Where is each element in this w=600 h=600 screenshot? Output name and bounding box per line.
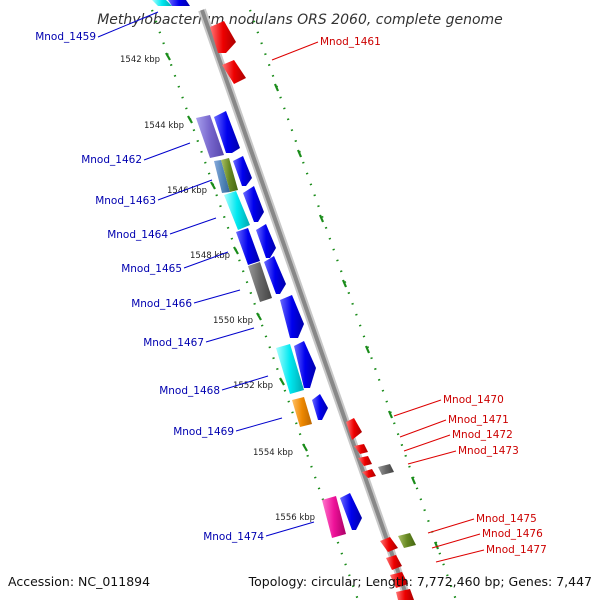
gene-feature: [214, 111, 240, 153]
gene-feature: [256, 224, 276, 258]
gene-mnod-1464-region[interactable]: [224, 186, 264, 230]
gene-label-mnod-1462[interactable]: Mnod_1462: [81, 154, 142, 166]
gene-feature: [378, 464, 394, 475]
gene-label-mnod-1472[interactable]: Mnod_1472: [452, 429, 513, 441]
gene-feature: [280, 295, 304, 338]
gene-mnod-1461-region[interactable]: [210, 21, 246, 84]
genome-backbone-core: [200, 9, 410, 600]
gene-label-mnod-1471[interactable]: Mnod_1471: [448, 414, 509, 426]
gene-mnod-1465-region[interactable]: [236, 224, 276, 265]
gene-feature[interactable]: [168, 0, 190, 6]
gene-mnod-1463-region[interactable]: [214, 156, 252, 193]
gene-feature: [358, 456, 372, 466]
gene-label-mnod-1459[interactable]: Mnod_1459: [35, 31, 96, 43]
major-ticks-left: [165, 52, 331, 517]
gene-label-mnod-1473[interactable]: Mnod_1473: [458, 445, 519, 457]
gene-feature: [276, 344, 304, 394]
kbp-label: 1556 kbp: [275, 513, 315, 523]
gene-label-mnod-1463[interactable]: Mnod_1463: [95, 195, 156, 207]
map-title: Methylobacterium nodulans ORS 2060, comp…: [97, 12, 503, 28]
kbp-label: 1548 kbp: [190, 251, 230, 261]
gene-label-mnod-1474[interactable]: Mnod_1474: [203, 531, 264, 543]
gene-feature: [380, 537, 398, 552]
gene-feature: [221, 158, 238, 192]
gene-feature: [312, 394, 328, 420]
gene-feature: [236, 228, 260, 265]
kbp-label: 1552 kbp: [233, 381, 273, 391]
gene-feature: [294, 341, 316, 388]
label-lines-left: [97, 11, 315, 537]
gene-label-mnod-1467[interactable]: Mnod_1467: [143, 337, 204, 349]
gene-mnod-1466-region[interactable]: [248, 256, 286, 302]
gene-feature: [398, 533, 416, 548]
accession-text: Accession: NC_011894: [8, 574, 150, 589]
gene-feature: [362, 469, 376, 478]
gene-label-mnod-1464[interactable]: Mnod_1464: [107, 229, 168, 241]
gene-feature: [396, 589, 414, 600]
gene-mnod-1467-region[interactable]: [280, 295, 304, 338]
gene-feature: [322, 496, 346, 538]
topology-text: Topology: circular; Length: 7,772,460 bp…: [248, 574, 592, 589]
gene-feature: [292, 397, 312, 427]
label-lines-right: [271, 41, 485, 563]
gene-label-mnod-1470[interactable]: Mnod_1470: [443, 394, 504, 406]
kbp-label: 1544 kbp: [144, 121, 184, 131]
gene-feature: [264, 256, 286, 294]
gene-feature: [214, 160, 230, 193]
tick-track-left: [150, 9, 360, 600]
gene-feature: [354, 444, 368, 454]
gene-feature: [243, 186, 264, 222]
gene-mnod-1474-region[interactable]: [322, 493, 362, 538]
gene-label-mnod-1466[interactable]: Mnod_1466: [131, 298, 192, 310]
gene-feature: [233, 156, 252, 186]
gene-feature: [224, 191, 250, 230]
gene-feature: [248, 262, 272, 302]
gene-feature: [346, 418, 362, 440]
gene-label-mnod-1468[interactable]: Mnod_1468: [159, 385, 220, 397]
gene-feature: [390, 572, 408, 588]
gene-label-mnod-1461[interactable]: Mnod_1461: [320, 36, 381, 48]
gene-label-mnod-1465[interactable]: Mnod_1465: [121, 263, 182, 275]
major-ticks-right: [273, 83, 440, 550]
gene-feature[interactable]: [152, 0, 172, 6]
gene-label-mnod-1476[interactable]: Mnod_1476: [482, 528, 543, 540]
kbp-label: 1542 kbp: [120, 55, 160, 65]
gene-mnod-1468-region[interactable]: [276, 341, 316, 394]
kbp-label: 1554 kbp: [253, 448, 293, 458]
gene-mnod-1462-region[interactable]: [196, 111, 240, 158]
gene-mnod-1469-region[interactable]: [292, 394, 328, 427]
kbp-label: 1550 kbp: [213, 316, 253, 326]
gene-mnod-1470-region[interactable]: [346, 418, 394, 478]
gene-label-mnod-1475[interactable]: Mnod_1475: [476, 513, 537, 525]
gene-feature: [222, 60, 246, 84]
tick-track-right: [248, 9, 458, 600]
gene-label-mnod-1477[interactable]: Mnod_1477: [486, 544, 547, 556]
gene-mnod-1475-region[interactable]: [380, 533, 416, 600]
gene-feature: [386, 555, 402, 570]
gene-feature: [196, 115, 224, 158]
kbp-label: 1546 kbp: [167, 186, 207, 196]
gene-feature: [340, 493, 362, 530]
gene-label-mnod-1469[interactable]: Mnod_1469: [173, 426, 234, 438]
gene-feature: [210, 21, 236, 53]
